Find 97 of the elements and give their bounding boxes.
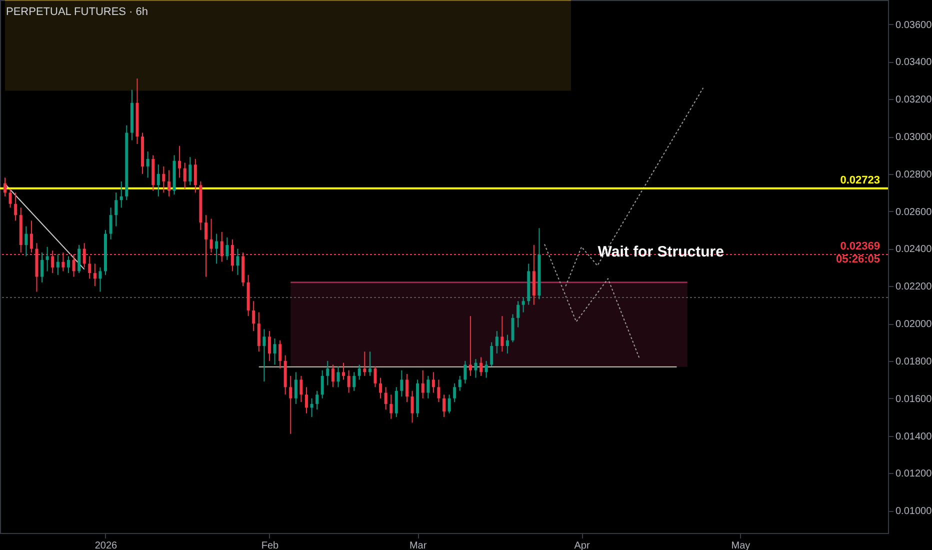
candlestick: [8, 188, 12, 208]
candlestick: [421, 370, 424, 399]
candlestick: [474, 358, 478, 378]
candlestick: [215, 233, 218, 264]
candlestick: [146, 150, 150, 178]
candlestick: [331, 364, 334, 388]
candlestick: [304, 386, 308, 414]
candlestick: [262, 328, 266, 382]
candlestick: [188, 156, 192, 186]
ref-line-label: 0.02723: [840, 174, 880, 186]
candlestick: [114, 192, 118, 227]
candlestick: [384, 386, 388, 410]
candlestick: [437, 379, 440, 403]
candlestick: [484, 360, 488, 378]
candlestick: [109, 207, 112, 240]
candlestick: [400, 370, 404, 397]
candlestick: [358, 364, 361, 380]
candlestick: [156, 164, 160, 197]
y-tick-label: 0.01800: [896, 356, 932, 368]
candlestick: [363, 351, 366, 376]
candlestick: [183, 162, 186, 190]
candlestick: [448, 394, 451, 414]
candlestick: [66, 256, 70, 274]
candlestick: [516, 300, 520, 328]
candlestick: [46, 246, 49, 272]
candlestick: [347, 370, 350, 394]
y-tick-label: 0.01600: [896, 394, 932, 405]
y-tick-label: 0.02600: [896, 206, 932, 218]
y-tick-label: 0.02800: [896, 169, 932, 180]
y-tick-label: 0.01000: [896, 506, 932, 518]
candlestick: [252, 300, 256, 332]
candlestick: [226, 237, 229, 260]
candlestick: [310, 398, 314, 418]
candlestick: [93, 263, 96, 287]
candlestick: [257, 312, 260, 352]
candlestick: [394, 386, 398, 418]
candlestick: [500, 316, 504, 352]
candlestick: [14, 192, 18, 222]
candlestick: [352, 372, 356, 392]
candlestick: [379, 377, 382, 399]
x-tick-label: Mar: [409, 540, 428, 550]
candlestick: [368, 351, 372, 376]
y-tick-label: 0.02000: [896, 319, 932, 330]
candlestick: [24, 226, 28, 257]
ref-line-label: 0.02369 05:26:05: [836, 240, 880, 266]
candlestick: [506, 334, 509, 354]
candlestick: [268, 330, 271, 362]
y-tick-label: 0.03400: [896, 57, 932, 68]
candlestick: [410, 390, 414, 424]
candlestick: [442, 394, 446, 418]
y-tick-label: 0.02400: [896, 244, 932, 256]
candlestick: [88, 256, 92, 280]
candlestick: [289, 375, 292, 434]
candlestick: [342, 362, 346, 380]
y-tick-label: 0.01400: [896, 431, 932, 442]
x-tick-label: 2026: [94, 540, 118, 550]
candlestick: [162, 166, 166, 194]
candlestick: [468, 316, 472, 376]
candlestick: [56, 254, 60, 276]
candlestick: [522, 296, 525, 313]
candlestick: [40, 252, 44, 283]
candlestick: [194, 158, 197, 194]
candlestick: [336, 366, 340, 388]
annotation: Wait for Structure: [598, 244, 724, 261]
y-tick-label: 0.02200: [896, 282, 932, 293]
candlestick: [458, 375, 462, 392]
candlestick: [4, 177, 6, 197]
candlestick: [98, 266, 102, 292]
candlestick: [273, 338, 276, 366]
candlestick: [490, 342, 494, 368]
candlestick: [432, 372, 435, 394]
candlestick: [511, 314, 514, 343]
candlestick: [294, 372, 298, 404]
candlestick: [405, 374, 408, 403]
candlestick: [120, 180, 123, 208]
candlestick: [464, 360, 467, 384]
candlestick: [178, 145, 182, 178]
candlestick: [167, 170, 170, 197]
candlestick: [480, 356, 483, 376]
candlestick: [495, 330, 498, 354]
y-tick-label: 0.01200: [896, 468, 932, 480]
candlestick: [278, 340, 282, 369]
candlestick: [426, 375, 430, 399]
candlestick: [320, 370, 324, 399]
candlestick: [453, 382, 456, 403]
text: PERPETUAL FUTURES · 6h: [6, 6, 148, 18]
y-tick-label: 0.03600: [896, 20, 932, 31]
candlestick: [78, 244, 81, 274]
candlestick: [326, 360, 330, 386]
candlestick: [374, 366, 377, 388]
x-tick-label: Feb: [261, 540, 280, 550]
candlestick: [390, 394, 393, 420]
y-tick-label: 0.03200: [896, 94, 932, 106]
candlestick: [236, 248, 240, 276]
y-tick-label: 0.03000: [896, 132, 932, 144]
candlestick: [300, 375, 303, 403]
candlestick: [316, 390, 319, 410]
